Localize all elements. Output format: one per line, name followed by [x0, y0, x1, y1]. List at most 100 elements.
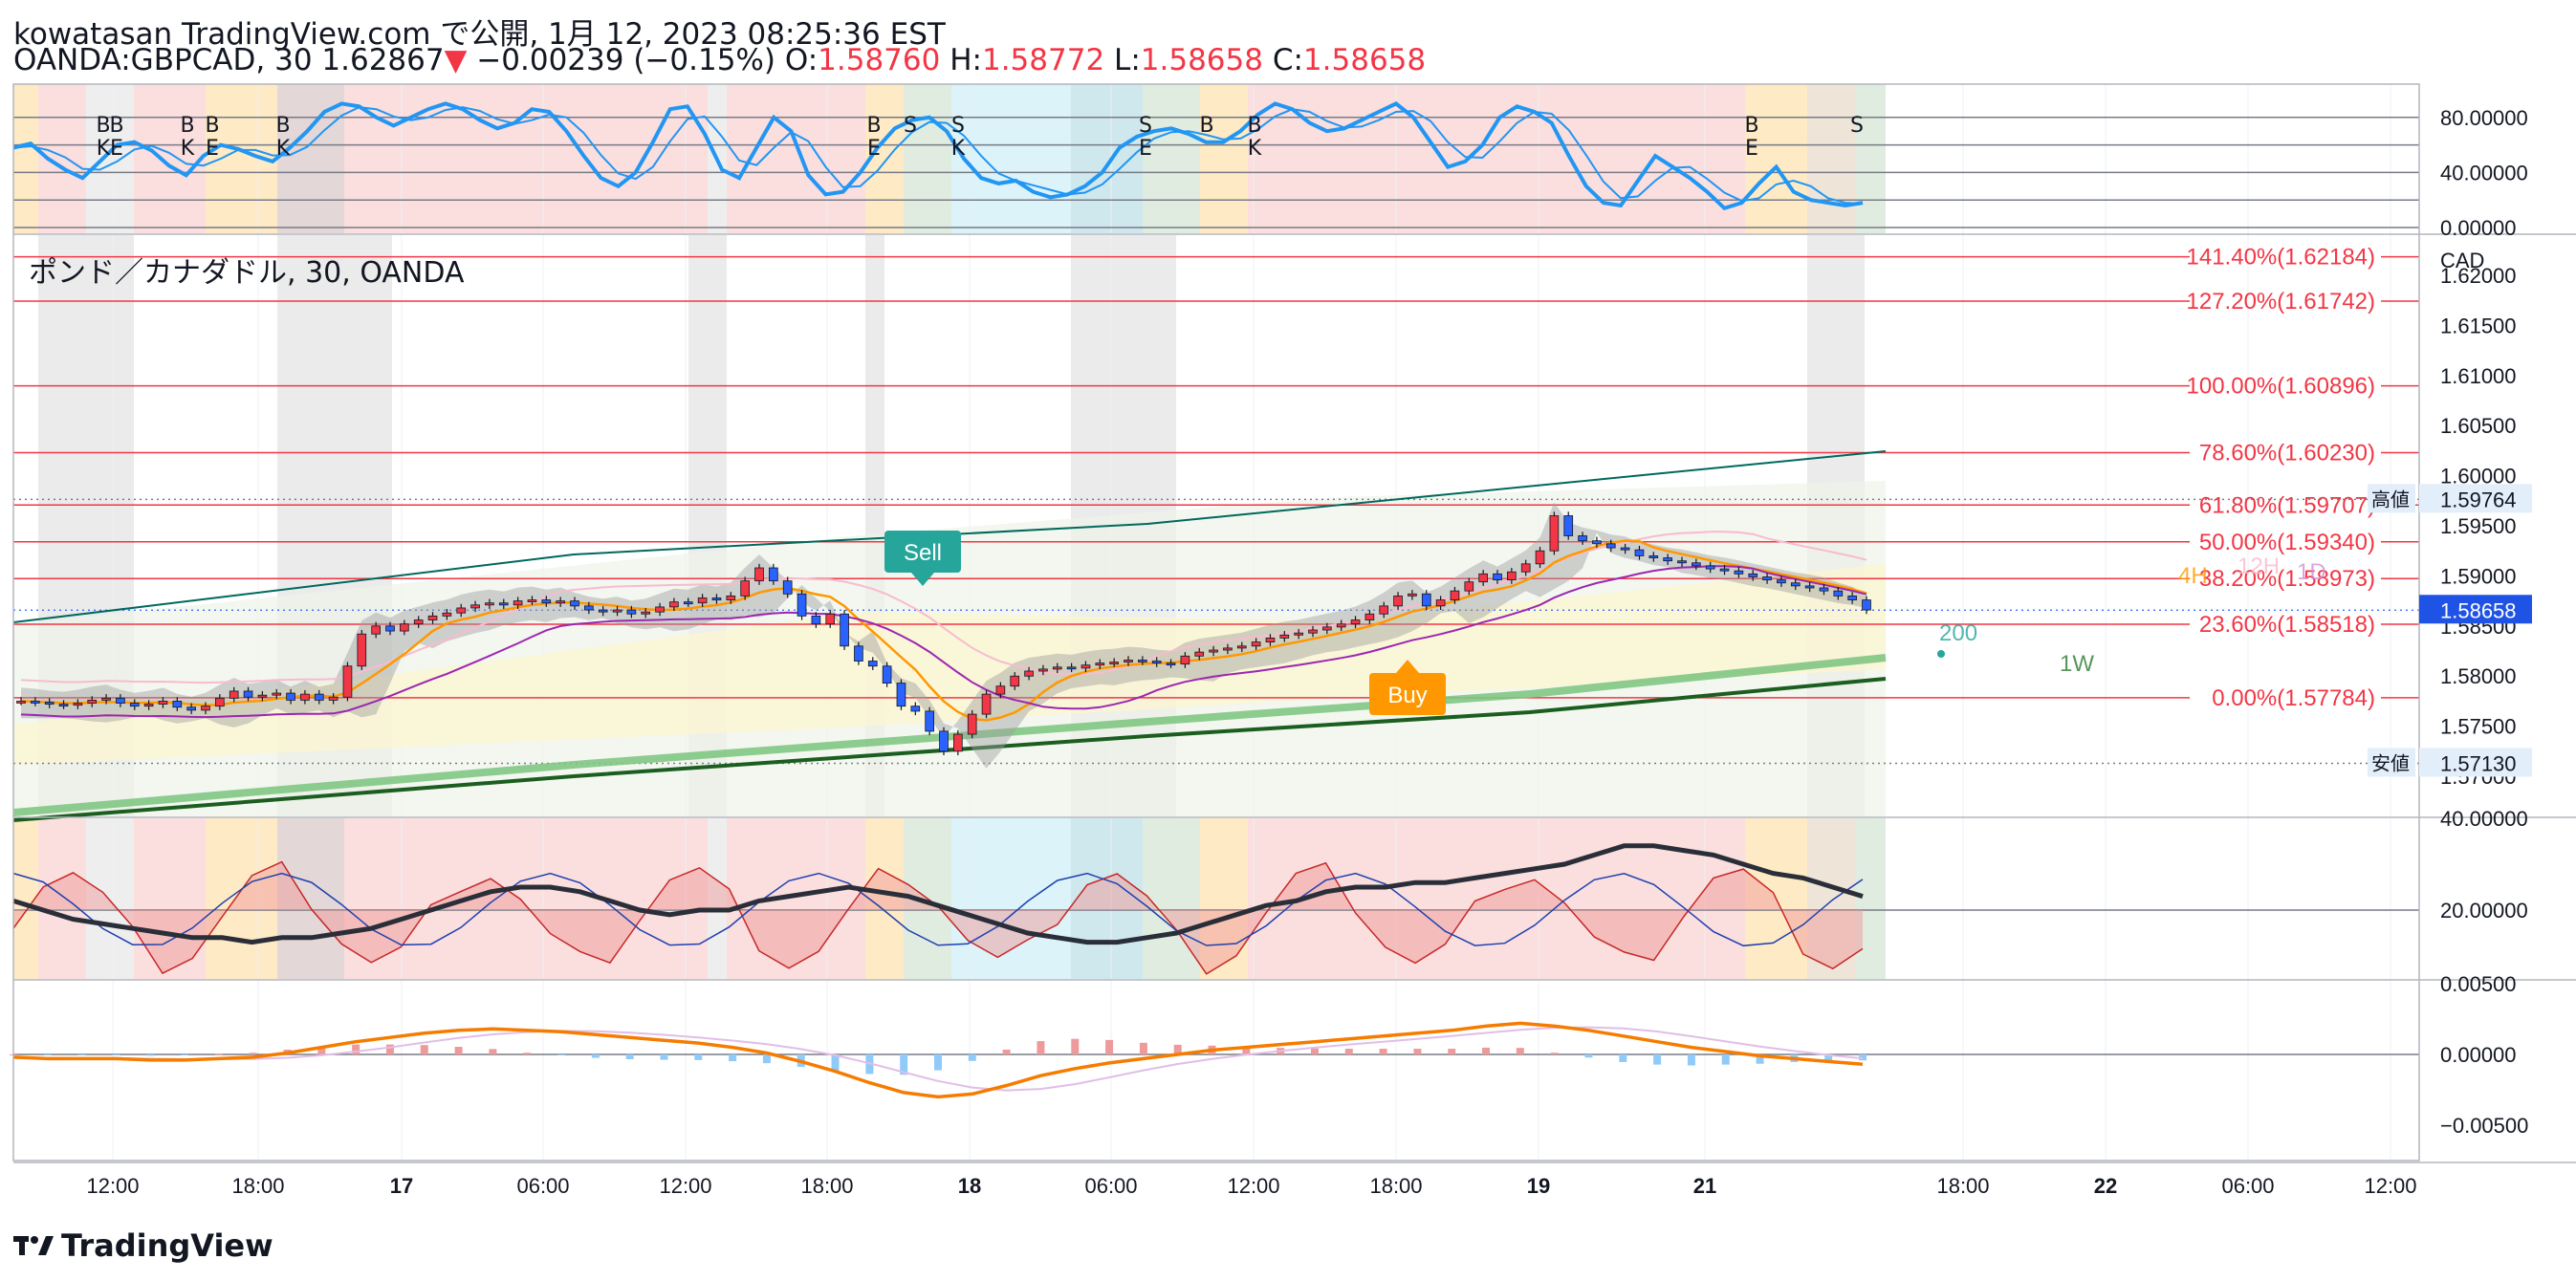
symbol-label[interactable]: OANDA:GBPCAD, 30 — [13, 43, 313, 77]
session-band — [1200, 84, 1248, 233]
macd-histogram-bar — [591, 1053, 600, 1058]
candle — [1350, 619, 1361, 625]
candle — [1010, 675, 1020, 687]
macd-histogram-bar — [1310, 1048, 1319, 1054]
session-band — [727, 84, 865, 233]
candle — [1535, 550, 1545, 565]
candle — [1705, 565, 1715, 570]
session-band — [1855, 818, 1886, 979]
sell-signal-label: Sell — [904, 540, 942, 566]
macd-line — [12, 1021, 1864, 1099]
candle — [598, 609, 608, 613]
close-label: C: — [1272, 43, 1303, 77]
time-axis-label: 22 — [2094, 1174, 2117, 1198]
candle — [143, 704, 154, 707]
candle — [314, 693, 324, 701]
macd-histogram-bar — [1242, 1047, 1251, 1054]
time-axis-label: 18:00 — [800, 1174, 853, 1198]
macd-histogram-bar — [181, 1053, 189, 1055]
stoch-signal-label: K — [276, 137, 291, 161]
timeframe-label: 200 — [1939, 620, 1977, 646]
macd-histogram-bar — [1516, 1048, 1524, 1054]
macd-histogram-bar — [1037, 1041, 1045, 1054]
timeframe-label: 4H — [2178, 563, 2208, 589]
macd-histogram-bar — [1687, 1053, 1695, 1066]
stoch-signal-label: E — [206, 137, 219, 161]
candle — [769, 567, 778, 582]
stoch-axis-label: 40.00000 — [2440, 161, 2528, 185]
high-value-box — [2419, 484, 2532, 513]
candle — [1493, 573, 1502, 581]
candle — [87, 700, 98, 704]
currency-label: CAD — [2440, 249, 2484, 272]
stoch-signal-label: E — [867, 137, 881, 161]
low-value: 1.58658 — [1140, 43, 1263, 77]
candle — [1279, 634, 1290, 639]
high-tag-label: 高値 — [2371, 488, 2410, 510]
sell-signal-arrow — [911, 573, 934, 586]
candle — [840, 613, 849, 647]
candle — [754, 567, 764, 582]
candle — [1236, 645, 1247, 649]
candle — [570, 600, 579, 607]
candle — [31, 701, 40, 704]
macd-histogram-bar — [694, 1053, 703, 1060]
candle — [797, 593, 807, 617]
stoch-signal-label: B — [866, 114, 881, 138]
macd-histogram-bar — [1139, 1042, 1147, 1054]
candle — [73, 703, 83, 706]
timeframe-label: 1W — [2060, 651, 2094, 677]
di-fill — [13, 861, 1863, 974]
macd-histogram-bar — [625, 1053, 634, 1060]
macd-histogram-bar — [1002, 1049, 1011, 1054]
candle — [243, 690, 253, 698]
candle — [811, 615, 821, 625]
high-label: H: — [950, 43, 982, 77]
candle — [1066, 666, 1077, 670]
candle — [1592, 540, 1602, 545]
candle — [925, 710, 934, 732]
candle — [1336, 623, 1346, 628]
stoch-signal-label: B — [96, 114, 110, 138]
buy-signal-arrow — [1396, 660, 1419, 673]
high-tag-box — [2368, 484, 2415, 513]
candle — [1478, 573, 1488, 583]
candle — [683, 601, 693, 605]
candle — [1052, 666, 1062, 670]
candle — [1294, 632, 1303, 636]
stoch-signal-label: S — [1139, 114, 1152, 138]
session-band — [1855, 84, 1886, 233]
fib-label: 23.60%(1.58518) — [2199, 612, 2375, 638]
candle — [1124, 660, 1133, 662]
macd-histogram-bar — [1824, 1053, 1833, 1061]
candle — [172, 701, 183, 708]
candle — [1648, 555, 1659, 558]
macd-histogram-bar — [1105, 1039, 1114, 1054]
low-value-box — [2419, 748, 2532, 777]
tradingview-logo[interactable]: TradingView — [13, 1227, 273, 1264]
candle — [1166, 662, 1176, 666]
price-axis-label: 1.58000 — [2440, 664, 2517, 688]
symbol-price: 1.62867 — [321, 43, 445, 77]
adx-line — [12, 843, 1864, 945]
macd-histogram-bar — [214, 1053, 223, 1055]
candle — [257, 694, 268, 698]
candle — [1862, 599, 1871, 611]
candle — [413, 619, 424, 625]
candle — [1322, 626, 1332, 631]
candle — [158, 701, 168, 705]
fib-label: 0.00%(1.57784) — [2212, 685, 2375, 711]
macd-histogram-bar — [1859, 1053, 1867, 1061]
stoch-k-line — [12, 101, 1864, 211]
candle — [556, 600, 565, 604]
macd-histogram-bar — [557, 1053, 566, 1055]
macd-histogram-bar — [1344, 1049, 1353, 1054]
macd-histogram-bar — [1071, 1038, 1080, 1054]
macd-histogram-bar — [1721, 1053, 1730, 1065]
candle — [201, 706, 210, 711]
macd-axis-label: −0.00500 — [2440, 1114, 2528, 1138]
candle — [1194, 651, 1205, 657]
price-panel: 141.40%(1.62184) 127.20%(1.61742) 100.00%(… — [12, 245, 2419, 822]
